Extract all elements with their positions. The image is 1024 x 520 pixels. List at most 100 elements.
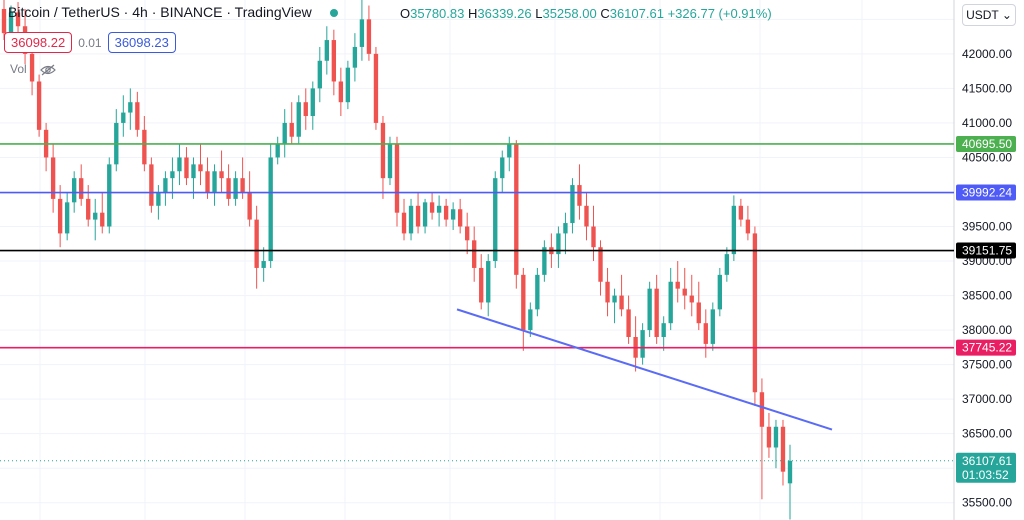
y-tick-label: 40500.00 <box>962 150 1012 164</box>
y-tick-label: 41000.00 <box>962 116 1012 130</box>
candle-body <box>15 12 21 27</box>
candle-body <box>472 240 477 268</box>
candle-body <box>36 81 42 130</box>
current-price-tag <box>956 452 1016 483</box>
candle-body <box>457 209 463 227</box>
candle-body <box>465 226 470 241</box>
level-price-label: 39151.75 <box>962 244 1012 258</box>
candle-body <box>731 205 737 255</box>
candle-body <box>696 302 701 324</box>
candle-body <box>50 157 56 199</box>
high-label: H <box>467 6 478 21</box>
trade-prices: 36098.22 0.01 36098.23 <box>4 32 176 53</box>
candle-body <box>317 60 322 89</box>
level-price-label: 39992.24 <box>962 186 1012 200</box>
candle-body <box>556 233 561 255</box>
candle-body <box>29 53 35 82</box>
candle-body <box>205 171 210 192</box>
candle-body <box>233 178 238 199</box>
spread-value: 0.01 <box>78 36 102 50</box>
candle-body <box>261 261 266 268</box>
eye-hidden-icon[interactable] <box>40 64 56 76</box>
candle-body <box>149 164 154 206</box>
candle-body <box>72 178 77 203</box>
candle-body <box>387 143 393 179</box>
candle-body <box>724 254 730 275</box>
candle-body <box>450 209 456 220</box>
candle-body <box>479 267 484 303</box>
candle-body <box>710 309 715 344</box>
candle-body <box>429 202 435 213</box>
buy-price-button[interactable]: 36098.23 <box>107 32 176 53</box>
candle-body <box>521 274 526 331</box>
candle-body <box>184 157 189 179</box>
level-price-label: 37745.22 <box>962 341 1012 355</box>
candle-body <box>514 143 519 275</box>
candle-body <box>1 8 7 34</box>
symbol-title[interactable]: Bitcoin / TetherUS · 4h · BINANCE · Trad… <box>8 4 312 20</box>
level-price-tag <box>956 135 1016 152</box>
candle-body <box>282 122 287 144</box>
close-value: 36107.61 <box>609 6 664 21</box>
currency-label: USDT <box>966 8 999 22</box>
market-status-dot <box>329 8 338 17</box>
candle-body <box>787 460 793 484</box>
candle-body <box>752 233 758 393</box>
y-tick-label: 39500.00 <box>962 220 1012 234</box>
candle-body <box>373 53 379 123</box>
candle-body <box>738 205 744 220</box>
candle-body <box>331 40 337 82</box>
level-price-tag <box>956 184 1016 201</box>
candle-body <box>401 212 407 234</box>
candle-body <box>542 247 547 275</box>
candle-body <box>177 157 182 172</box>
candle-body <box>324 40 329 61</box>
candle-body <box>408 205 414 234</box>
candle-body <box>86 198 91 220</box>
candle-body <box>268 157 273 262</box>
candle-body <box>577 185 582 206</box>
price-axis <box>954 0 1024 520</box>
candle-body <box>626 309 631 337</box>
candle-body <box>759 392 765 427</box>
countdown-label: 01:03:52 <box>962 468 1009 482</box>
candle-body <box>443 205 449 220</box>
y-tick-label: 36500.00 <box>962 427 1012 441</box>
y-tick-label: 41500.00 <box>962 81 1012 95</box>
open-label: O <box>400 6 411 21</box>
candle-body <box>591 226 596 248</box>
candle-body <box>493 178 498 262</box>
ohlc-readout: O35780.83 H36339.26 L35258.00 C36107.61 … <box>400 6 772 21</box>
candle-body <box>745 219 751 234</box>
candle-body <box>661 323 666 337</box>
candle-body <box>345 67 351 103</box>
candle-body <box>310 88 315 117</box>
candle-body <box>303 102 308 117</box>
candle-body <box>717 274 722 310</box>
candle-body <box>163 178 168 192</box>
level-price-label: 40695.50 <box>962 137 1012 151</box>
candle-body <box>647 288 652 331</box>
candle-body <box>128 102 133 113</box>
candle-body <box>422 202 428 227</box>
candle-body <box>668 281 673 324</box>
candle-body <box>598 247 603 282</box>
candle-body <box>654 288 659 337</box>
candle-body <box>436 205 442 213</box>
candle-body <box>212 171 217 192</box>
level-price-tag <box>956 242 1016 259</box>
candle-body <box>156 191 161 206</box>
candle-body <box>254 219 259 268</box>
volume-indicator: Vol <box>10 62 56 76</box>
candle-body <box>296 102 301 137</box>
sell-price-button[interactable]: 36098.22 <box>4 32 73 53</box>
candle-body <box>703 323 708 344</box>
candle-body <box>584 205 589 227</box>
candle-body <box>773 426 779 448</box>
candle-body <box>507 143 512 158</box>
currency-select[interactable]: USDT ⌄ <box>962 4 1016 26</box>
y-tick-label: 38000.00 <box>962 323 1012 337</box>
chart-header: Bitcoin / TetherUS · 4h · BINANCE · Trad… <box>8 4 348 20</box>
candle-body <box>528 309 533 331</box>
